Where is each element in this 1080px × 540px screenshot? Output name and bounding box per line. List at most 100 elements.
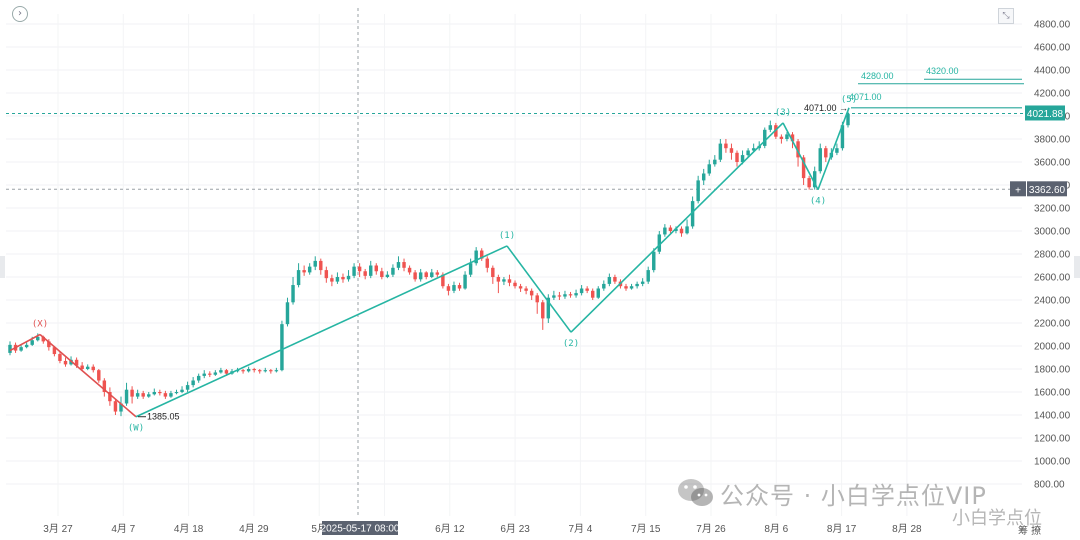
- candle-up: [751, 143, 756, 152]
- candle-down: [91, 364, 95, 373]
- candle-up: [85, 364, 90, 371]
- candle-up: [546, 294, 551, 323]
- candle-up: [369, 260, 373, 279]
- current-price-tag: [1025, 105, 1065, 121]
- candlesticks: [8, 110, 850, 417]
- candle-up: [579, 285, 584, 296]
- candle-up: [574, 289, 578, 298]
- candle-up: [313, 256, 317, 271]
- candle-up: [646, 266, 650, 284]
- candle-down: [302, 265, 306, 276]
- wave-label: (4): [810, 197, 826, 207]
- candle-down: [357, 263, 362, 277]
- candle-up: [663, 224, 667, 237]
- y-tick-label: 4600.00: [1034, 43, 1071, 54]
- candle-down: [807, 175, 811, 190]
- expand-icon[interactable]: ⤡: [998, 8, 1014, 24]
- x-tick-label: 6月 12: [435, 523, 465, 535]
- candle-up: [263, 367, 268, 373]
- x-tick-label: 8月 17: [827, 523, 857, 535]
- candle-down: [102, 378, 107, 397]
- candle-down: [319, 258, 323, 275]
- grid-lines: [6, 14, 1022, 516]
- candle-up: [219, 367, 223, 374]
- wechat-logo-icon: [678, 479, 713, 506]
- candle-down: [724, 139, 728, 153]
- candle-down: [63, 357, 68, 367]
- y-tick-label: 4200.00: [1034, 89, 1071, 100]
- candle-up: [202, 370, 206, 379]
- candle-down: [491, 265, 495, 284]
- candle-up: [452, 281, 456, 294]
- candle-down: [97, 369, 101, 383]
- price-tags: 2025-05-17 08:00 4021.88 + 3362.60: [321, 105, 1067, 535]
- candle-up: [147, 392, 151, 398]
- y-tick-label: 1000.00: [1034, 457, 1071, 468]
- candle-up: [24, 342, 29, 349]
- candle-up: [696, 175, 700, 204]
- elliott-wave-lines: [9, 107, 850, 418]
- candle-up: [36, 333, 40, 342]
- candle-up: [502, 277, 506, 286]
- candle-down: [363, 268, 367, 280]
- reference-lines: [6, 8, 1024, 518]
- y-tick-label: 3200.00: [1034, 204, 1071, 215]
- x-tick-label: 4月 18: [174, 523, 204, 535]
- y-tick-label: 3000.00: [1034, 227, 1071, 238]
- candle-up: [285, 297, 290, 327]
- candle-up: [346, 270, 351, 282]
- candle-up: [185, 381, 190, 392]
- candle-up: [812, 166, 817, 190]
- wave-label: (5): [841, 95, 857, 105]
- candle-up: [280, 320, 284, 372]
- candle-down: [507, 274, 512, 287]
- candle-down: [518, 283, 523, 292]
- wave-label: (3): [775, 108, 791, 118]
- left-scroll-handle[interactable]: [0, 256, 5, 278]
- watermark-text: 公众号 · 小白学点位VIP: [720, 482, 987, 510]
- candle-down: [590, 288, 595, 300]
- candle-down: [163, 390, 168, 399]
- candle-down: [568, 291, 573, 298]
- candle-up: [835, 143, 839, 156]
- candle-down: [158, 389, 162, 396]
- candle-down: [252, 367, 256, 373]
- candle-down: [380, 267, 384, 280]
- candle-up: [169, 390, 173, 398]
- high-target-label: 4071.00: [849, 92, 882, 102]
- candle-up: [174, 389, 179, 395]
- candle-up: [124, 382, 129, 406]
- candle-up: [640, 278, 645, 287]
- chevron-right-circle-icon[interactable]: ›: [12, 6, 28, 22]
- y-tick-label: 3600.00: [1034, 158, 1071, 169]
- candle-up: [718, 139, 723, 162]
- crosshair-date-tag: [322, 521, 398, 535]
- add-alert-button: [1010, 181, 1026, 197]
- y-tick-label: 2800.00: [1034, 250, 1071, 261]
- watermark-secondary: 小白学点位: [952, 508, 1042, 529]
- y-tick-label: 2600.00: [1034, 273, 1071, 284]
- x-tick-label: 4月 29: [239, 523, 269, 535]
- candle-up: [180, 386, 184, 394]
- candle-up: [19, 344, 23, 352]
- candle-down: [413, 270, 417, 282]
- candle-up: [119, 396, 123, 417]
- candle-up: [307, 263, 312, 275]
- x-tick-label: 8月 28: [892, 523, 922, 535]
- candle-down: [330, 274, 334, 287]
- candle-down: [108, 387, 112, 406]
- candle-up: [152, 388, 157, 396]
- candle-down: [679, 226, 684, 237]
- candle-up: [552, 290, 556, 300]
- candle-down: [341, 273, 345, 283]
- crosshair-price-tag: [1027, 181, 1067, 197]
- candle-down: [513, 280, 517, 289]
- candle-up: [785, 132, 789, 142]
- x-tick-label: 8月 6: [764, 523, 788, 535]
- candle-down: [208, 371, 212, 378]
- candle-up: [191, 377, 195, 388]
- candle-up: [652, 248, 656, 273]
- right-scroll-handle[interactable]: [1074, 256, 1080, 278]
- candle-up: [713, 155, 717, 167]
